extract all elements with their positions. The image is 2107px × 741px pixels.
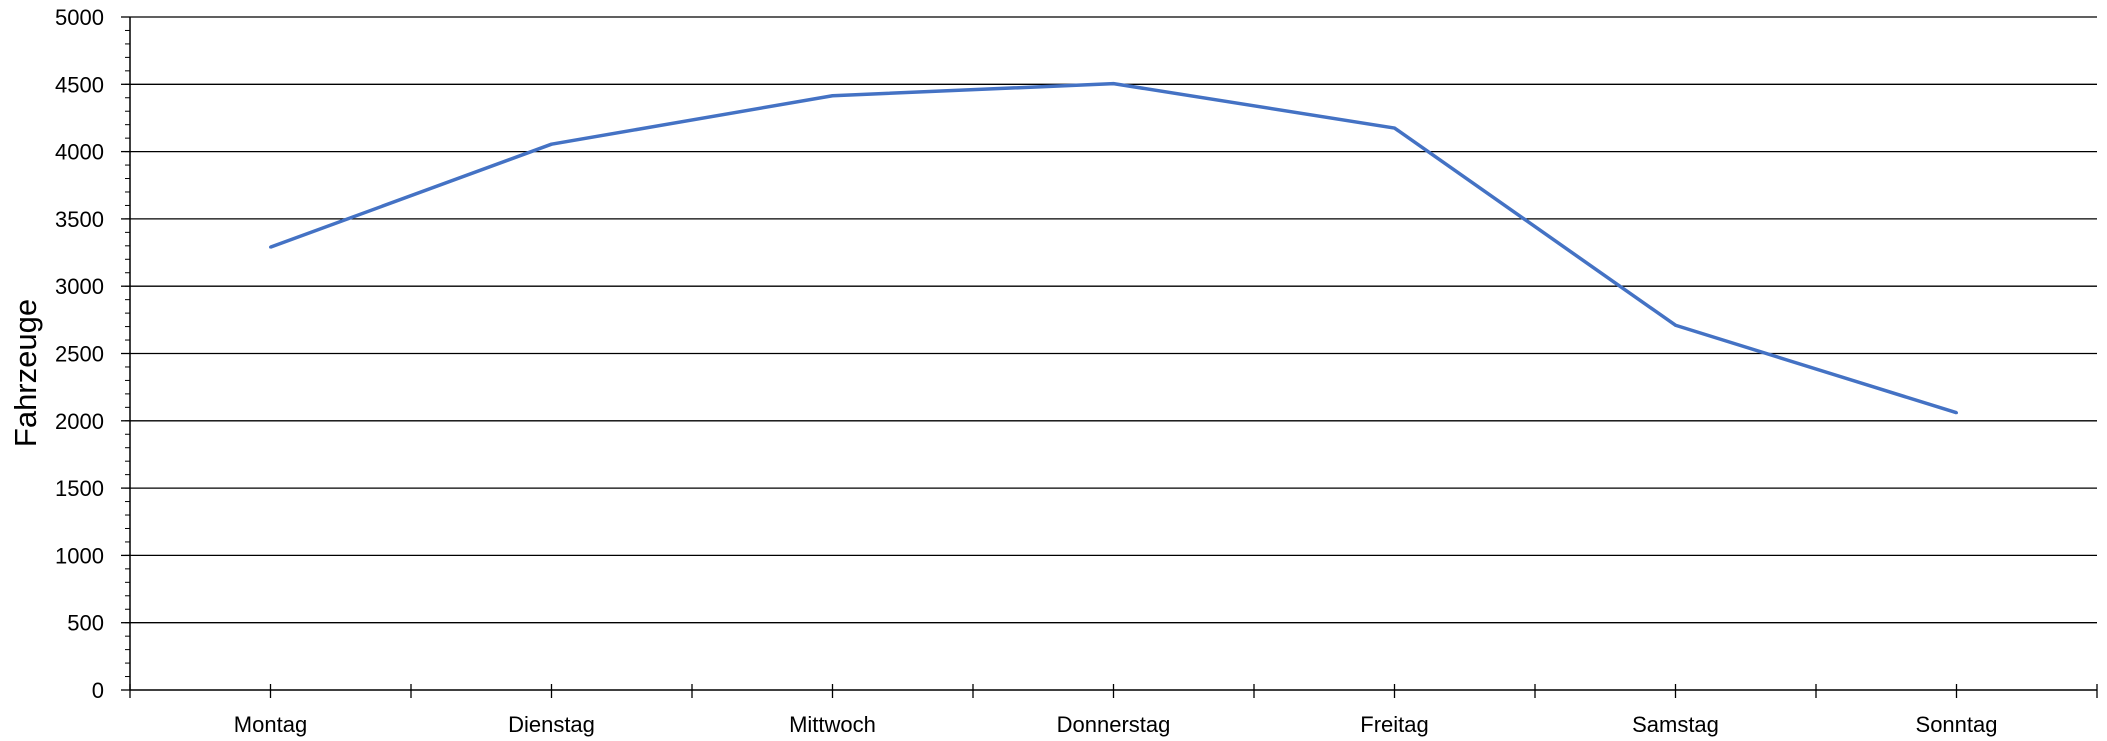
x-tick-label: Donnerstag <box>1057 712 1171 737</box>
data-point <box>1393 126 1396 130</box>
y-tick-label: 0 <box>92 678 104 703</box>
y-tick-label: 2000 <box>55 409 104 434</box>
x-tick-label: Dienstag <box>508 712 595 737</box>
x-tick-label: Freitag <box>1360 712 1428 737</box>
y-tick-label: 1500 <box>55 476 104 501</box>
data-point <box>831 94 834 98</box>
data-point <box>550 142 553 146</box>
x-tick-label: Samstag <box>1632 712 1719 737</box>
y-tick-label: 500 <box>67 611 104 636</box>
y-tick-label: 4500 <box>55 72 104 97</box>
series-group <box>269 81 1958 415</box>
y-tick-label: 2500 <box>55 342 104 367</box>
data-point <box>1955 411 1958 415</box>
x-tick-label: Sonntag <box>1916 712 1998 737</box>
y-axis-label: Fahrzeuge <box>8 299 43 447</box>
y-tick-label: 1000 <box>55 543 104 568</box>
data-point <box>1674 323 1677 327</box>
x-tick-label: Mittwoch <box>789 712 876 737</box>
x-tick-label: Montag <box>234 712 307 737</box>
x-axis-ticks: Montag Dienstag Mittwoch Donnerstag Freitag S… <box>129 684 2098 737</box>
y-tick-label: 3000 <box>55 274 104 299</box>
data-point <box>269 245 272 249</box>
data-point <box>1112 82 1115 86</box>
gridlines <box>130 16 2097 624</box>
y-axis-ticks: 0 500 1000 1500 2000 2500 3000 3500 4000 4500 5000 <box>55 5 130 703</box>
series-line <box>269 81 1958 415</box>
y-tick-label: 5000 <box>55 5 104 30</box>
y-tick-label: 4000 <box>55 140 104 165</box>
y-tick-label: 3500 <box>55 207 104 232</box>
